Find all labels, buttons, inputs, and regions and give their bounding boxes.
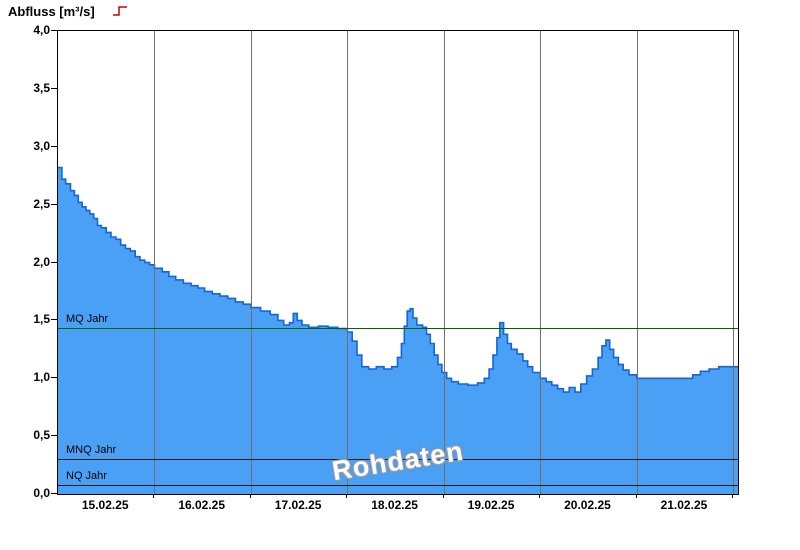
x-axis-tick [539,494,540,498]
x-axis-label: 16.02.25 [178,498,225,512]
chart-title: Abfluss [m³/s] [8,4,95,19]
y-axis-label: 1,5 [12,311,50,327]
y-axis-label: 0,0 [12,485,50,501]
x-axis-label: 19.02.25 [468,498,515,512]
y-axis-tick [51,30,57,31]
x-axis-tick [346,494,347,498]
y-axis-tick [51,88,57,89]
ref-line-label: MNQ Jahr [66,444,116,456]
y-axis-tick [51,262,57,263]
y-axis-label: 3,0 [12,138,50,154]
y-axis-tick [51,435,57,436]
x-axis-tick [732,494,733,498]
y-axis-label: 1,0 [12,369,50,385]
ref-line-label: NQ Jahr [66,470,107,482]
y-axis-label: 2,5 [12,196,50,212]
y-axis-label: 4,0 [12,22,50,38]
x-axis-label: 15.02.25 [82,498,129,512]
x-axis-label: 18.02.25 [371,498,418,512]
x-axis-tick [636,494,637,498]
y-axis-tick [51,204,57,205]
plot-area: MQ JahrMNQ JahrNQ Jahr Rohdaten [57,30,739,495]
y-axis-tick [51,493,57,494]
x-axis-label: 21.02.25 [661,498,708,512]
y-axis-label: 2,0 [12,254,50,270]
x-axis-tick [250,494,251,498]
series-canvas [58,31,738,494]
chart-window: Abfluss [m³/s] MQ JahrMNQ JahrNQ Jahr Ro… [0,0,800,550]
y-axis-label: 3,5 [12,80,50,96]
legend-mark-icon [112,5,128,17]
y-axis-tick [51,146,57,147]
ref-line-label: MQ Jahr [66,313,108,325]
x-axis-label: 17.02.25 [275,498,322,512]
y-axis-tick [51,319,57,320]
x-axis-tick [153,494,154,498]
y-axis-label: 0,5 [12,427,50,443]
y-axis-tick [51,377,57,378]
x-axis-tick [443,494,444,498]
x-axis-label: 20.02.25 [564,498,611,512]
